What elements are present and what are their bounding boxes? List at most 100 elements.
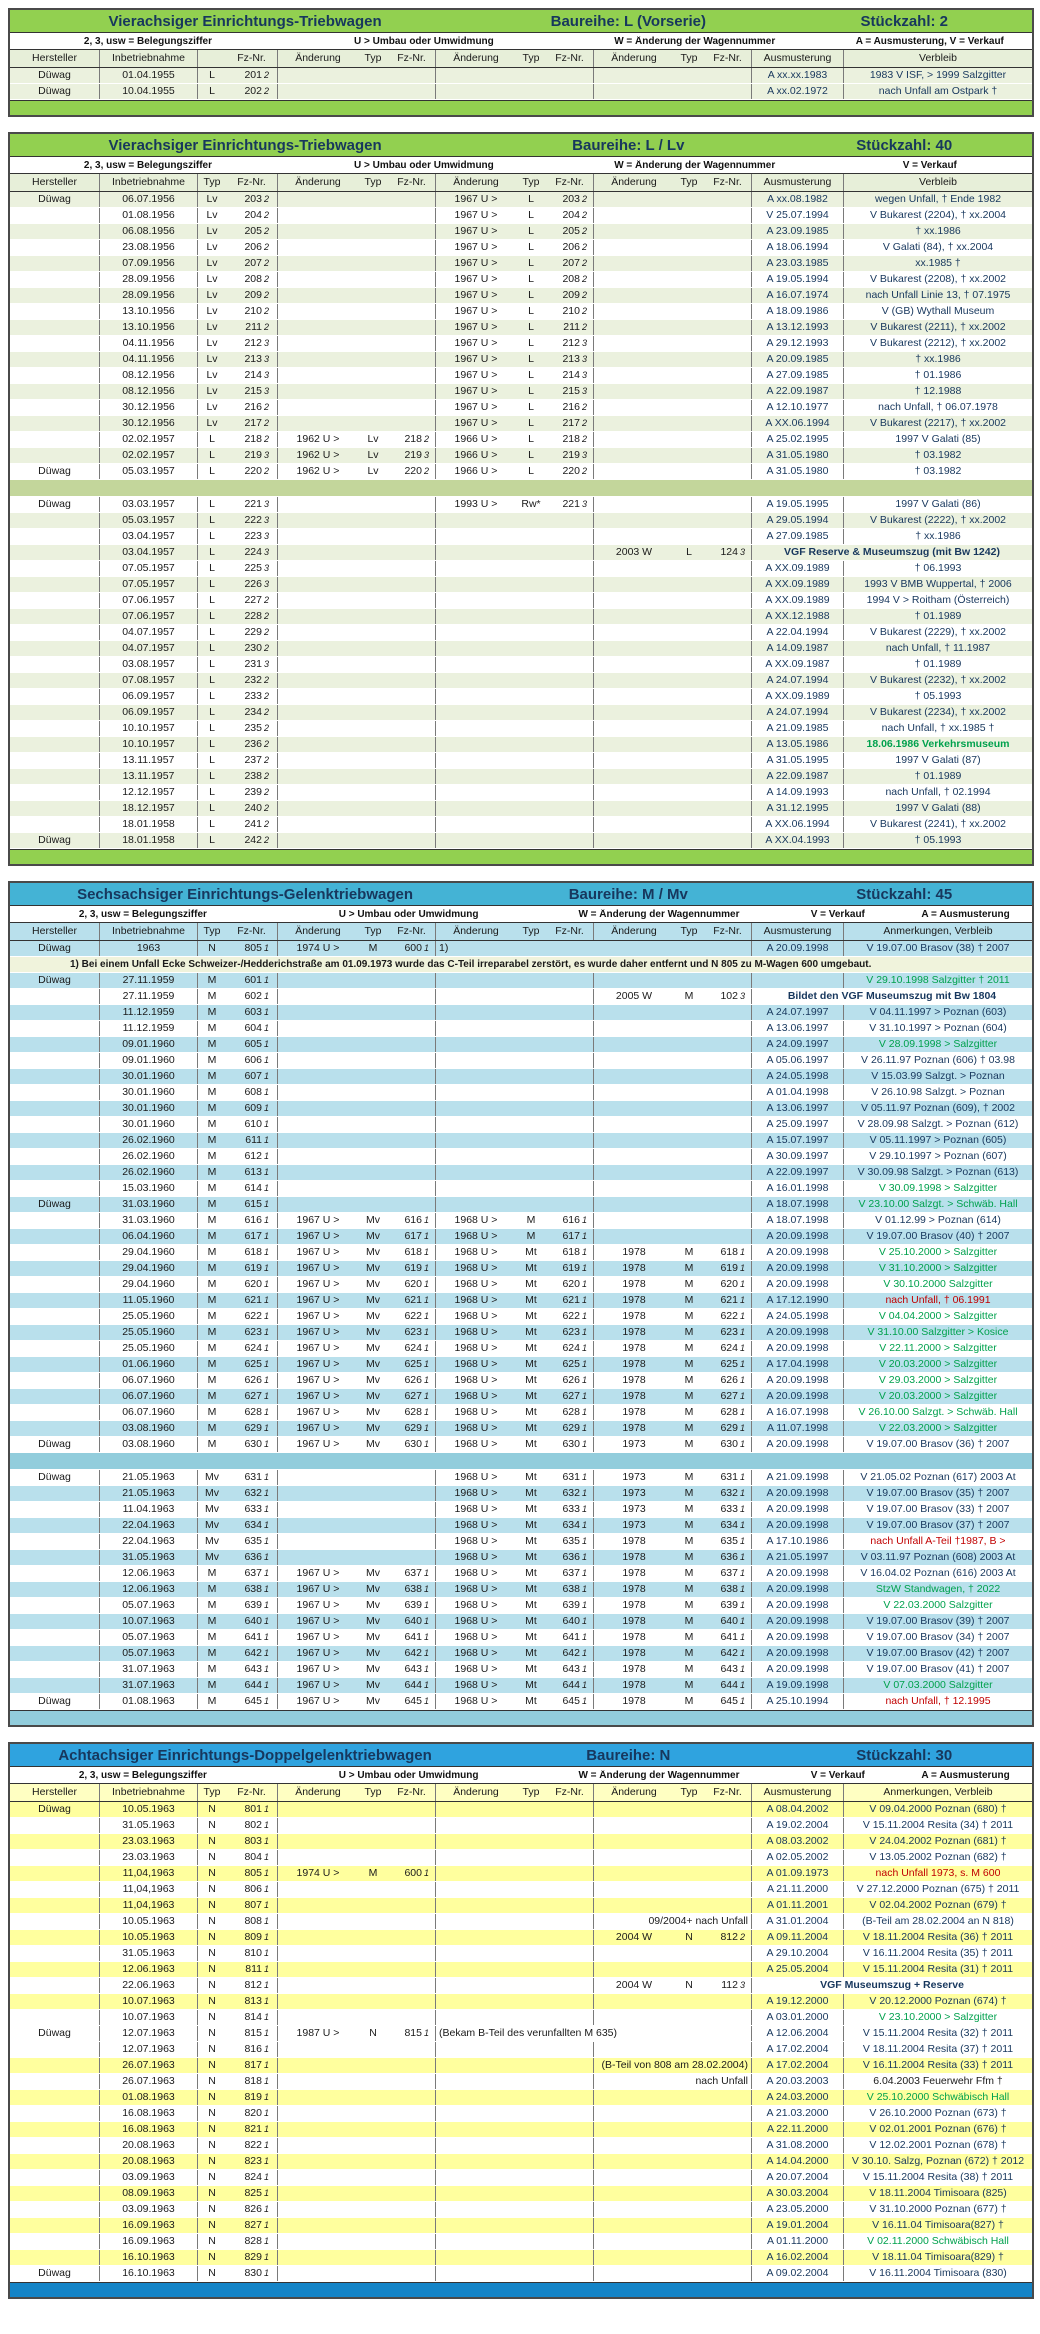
typ-cell (516, 689, 546, 704)
fznr-cell: 621 (562, 1294, 580, 1306)
typ-cell (516, 2218, 546, 2233)
belegungsziffer-cell (738, 336, 752, 351)
fznr-cell (388, 641, 422, 656)
belegungsziffer-cell (580, 1866, 594, 1881)
belegungsziffer-cell: 1 (738, 1421, 752, 1436)
fznr-cell: 642 (562, 1647, 580, 1659)
legend-row: 2, 3, usw = Belegungsziffer U > Umbau ode… (10, 906, 1032, 923)
fznr-cell (546, 577, 580, 592)
aenderung-cell: 1968 U > (454, 1278, 498, 1290)
verbleib-cell: V 19.07.00 Brasov (34) † 2007 (866, 1631, 1010, 1643)
belegungsziffer-cell: 1 (422, 1341, 436, 1356)
table-row: 07.06.1957 L 227 2 A XX.09.1989 1994 V > Roit… (10, 593, 1032, 609)
legend-row: 2, 3, usw = Belegungsziffer U > Umbau ode… (10, 157, 1032, 174)
fznr-cell: 636 (720, 1551, 738, 1563)
inbetriebnahme-cell: 29.04.1960 (100, 1245, 198, 1260)
fznr-cell: 606 (244, 1054, 262, 1066)
fznr-cell (704, 320, 738, 335)
hersteller-cell (10, 1662, 100, 1677)
belegungsziffer-cell (580, 989, 594, 1004)
legend-item: V = Verkauf (810, 908, 865, 920)
hersteller-cell: Düwag (10, 941, 100, 956)
belegungsziffer-cell: 1 (262, 1946, 278, 1961)
belegungsziffer-cell: 1 (738, 1518, 752, 1533)
hersteller-cell (10, 1566, 100, 1581)
typ-cell: M (207, 1118, 217, 1130)
aenderung-cell: 1978 (622, 1647, 646, 1659)
table-row: 03.04.1957 L 224 3 2003 W L 124 3 VGF Reserve & … (10, 545, 1032, 561)
aenderung-cell (594, 1117, 674, 1132)
aenderung-cell (594, 1181, 674, 1196)
aenderung-cell (594, 673, 674, 688)
belegungsziffer-cell (422, 1486, 436, 1501)
aenderung-cell: 1993 U > (454, 498, 498, 510)
fznr-cell: 615 (244, 1198, 262, 1210)
belegungsziffer-cell (738, 1101, 752, 1116)
aenderung-cell: 1968 U > (454, 1406, 498, 1418)
aenderung-cell: 1967 U > (296, 1262, 340, 1274)
fznr-cell (546, 1117, 580, 1132)
fznr-cell: 603 (244, 1006, 262, 1018)
fznr-cell: 210 (562, 305, 580, 317)
fznr-cell: 228 (244, 610, 262, 622)
table-stueckzahl: Stückzahl: 2 (860, 12, 948, 30)
belegungsziffer-cell: 1 (262, 1405, 278, 1420)
column-header: Änderung (611, 925, 657, 937)
column-header: Typ (203, 176, 221, 188)
verbleib-cell: † 12.1988 (914, 385, 962, 397)
typ-cell (674, 625, 704, 640)
belegungsziffer-cell: 1 (422, 1678, 436, 1693)
hersteller-cell (10, 1005, 100, 1020)
belegungsziffer-cell (422, 785, 436, 800)
typ-cell: M (368, 1867, 378, 1879)
fznr-cell: 815 (244, 2027, 262, 2039)
inbetriebnahme-cell: 11,04,1963 (100, 1882, 198, 1897)
aenderung-cell (594, 1005, 674, 1020)
ausmusterung-cell: A 09.02.2004 (752, 2266, 844, 2281)
fznr-cell (546, 1085, 580, 1100)
belegungsziffer-cell: 2 (262, 400, 278, 415)
belegungsziffer-cell (580, 1850, 594, 1865)
hersteller-cell (10, 1630, 100, 1645)
aenderung-cell (594, 2266, 674, 2281)
ausmusterung-cell: A 23.05.2000 (752, 2202, 844, 2217)
belegungsziffer-cell: 3 (738, 989, 752, 1004)
typ-cell: L (686, 546, 692, 558)
belegungsziffer-cell: 1 (738, 1614, 752, 1629)
fznr-cell: 225 (244, 562, 262, 574)
belegungsziffer-cell (580, 545, 594, 560)
typ-cell (674, 609, 704, 624)
typ-cell: M (368, 942, 378, 954)
fznr-cell (704, 288, 738, 303)
aenderung-cell: 1966 U > (454, 449, 498, 461)
verbleib-cell: VGF Reserve & Museumszug (mit Bw 1242) (784, 546, 1000, 558)
belegungsziffer-cell (738, 577, 752, 592)
table-row: 13.11.1957 L 237 2 A 31.05.1995 1997 V Galati… (10, 753, 1032, 769)
typ-cell (516, 1930, 546, 1945)
belegungsziffer-cell (422, 1914, 436, 1929)
typ-cell: M (684, 990, 694, 1002)
aenderung-cell (278, 1470, 358, 1485)
typ-cell: L (209, 674, 215, 686)
fznr-cell (388, 304, 422, 319)
belegungsziffer-cell (580, 561, 594, 576)
fznr-cell (388, 224, 422, 239)
fznr-cell: 624 (244, 1342, 262, 1354)
belegungsziffer-cell (422, 753, 436, 768)
typ-cell (358, 1850, 388, 1865)
inbetriebnahme-cell: 18.01.1958 (100, 817, 198, 832)
belegungsziffer-cell: 1 (422, 1598, 436, 1613)
typ-cell: Mv (366, 1278, 380, 1290)
aenderung-cell: 1967 U > (296, 1663, 340, 1675)
typ-cell (674, 352, 704, 367)
typ-cell: N (208, 2171, 216, 2183)
inbetriebnahme-cell: 18.01.1958 (100, 833, 198, 848)
aenderung-cell (278, 1518, 358, 1533)
aenderung-cell (436, 625, 516, 640)
belegungsziffer-cell: 1 (580, 1662, 594, 1677)
typ-cell (358, 2170, 388, 2185)
fznr-cell (704, 2186, 738, 2201)
belegungsziffer-cell: 3 (422, 448, 436, 463)
aenderung-cell: 1968 U > (454, 1503, 498, 1515)
fznr-cell (704, 1053, 738, 1068)
